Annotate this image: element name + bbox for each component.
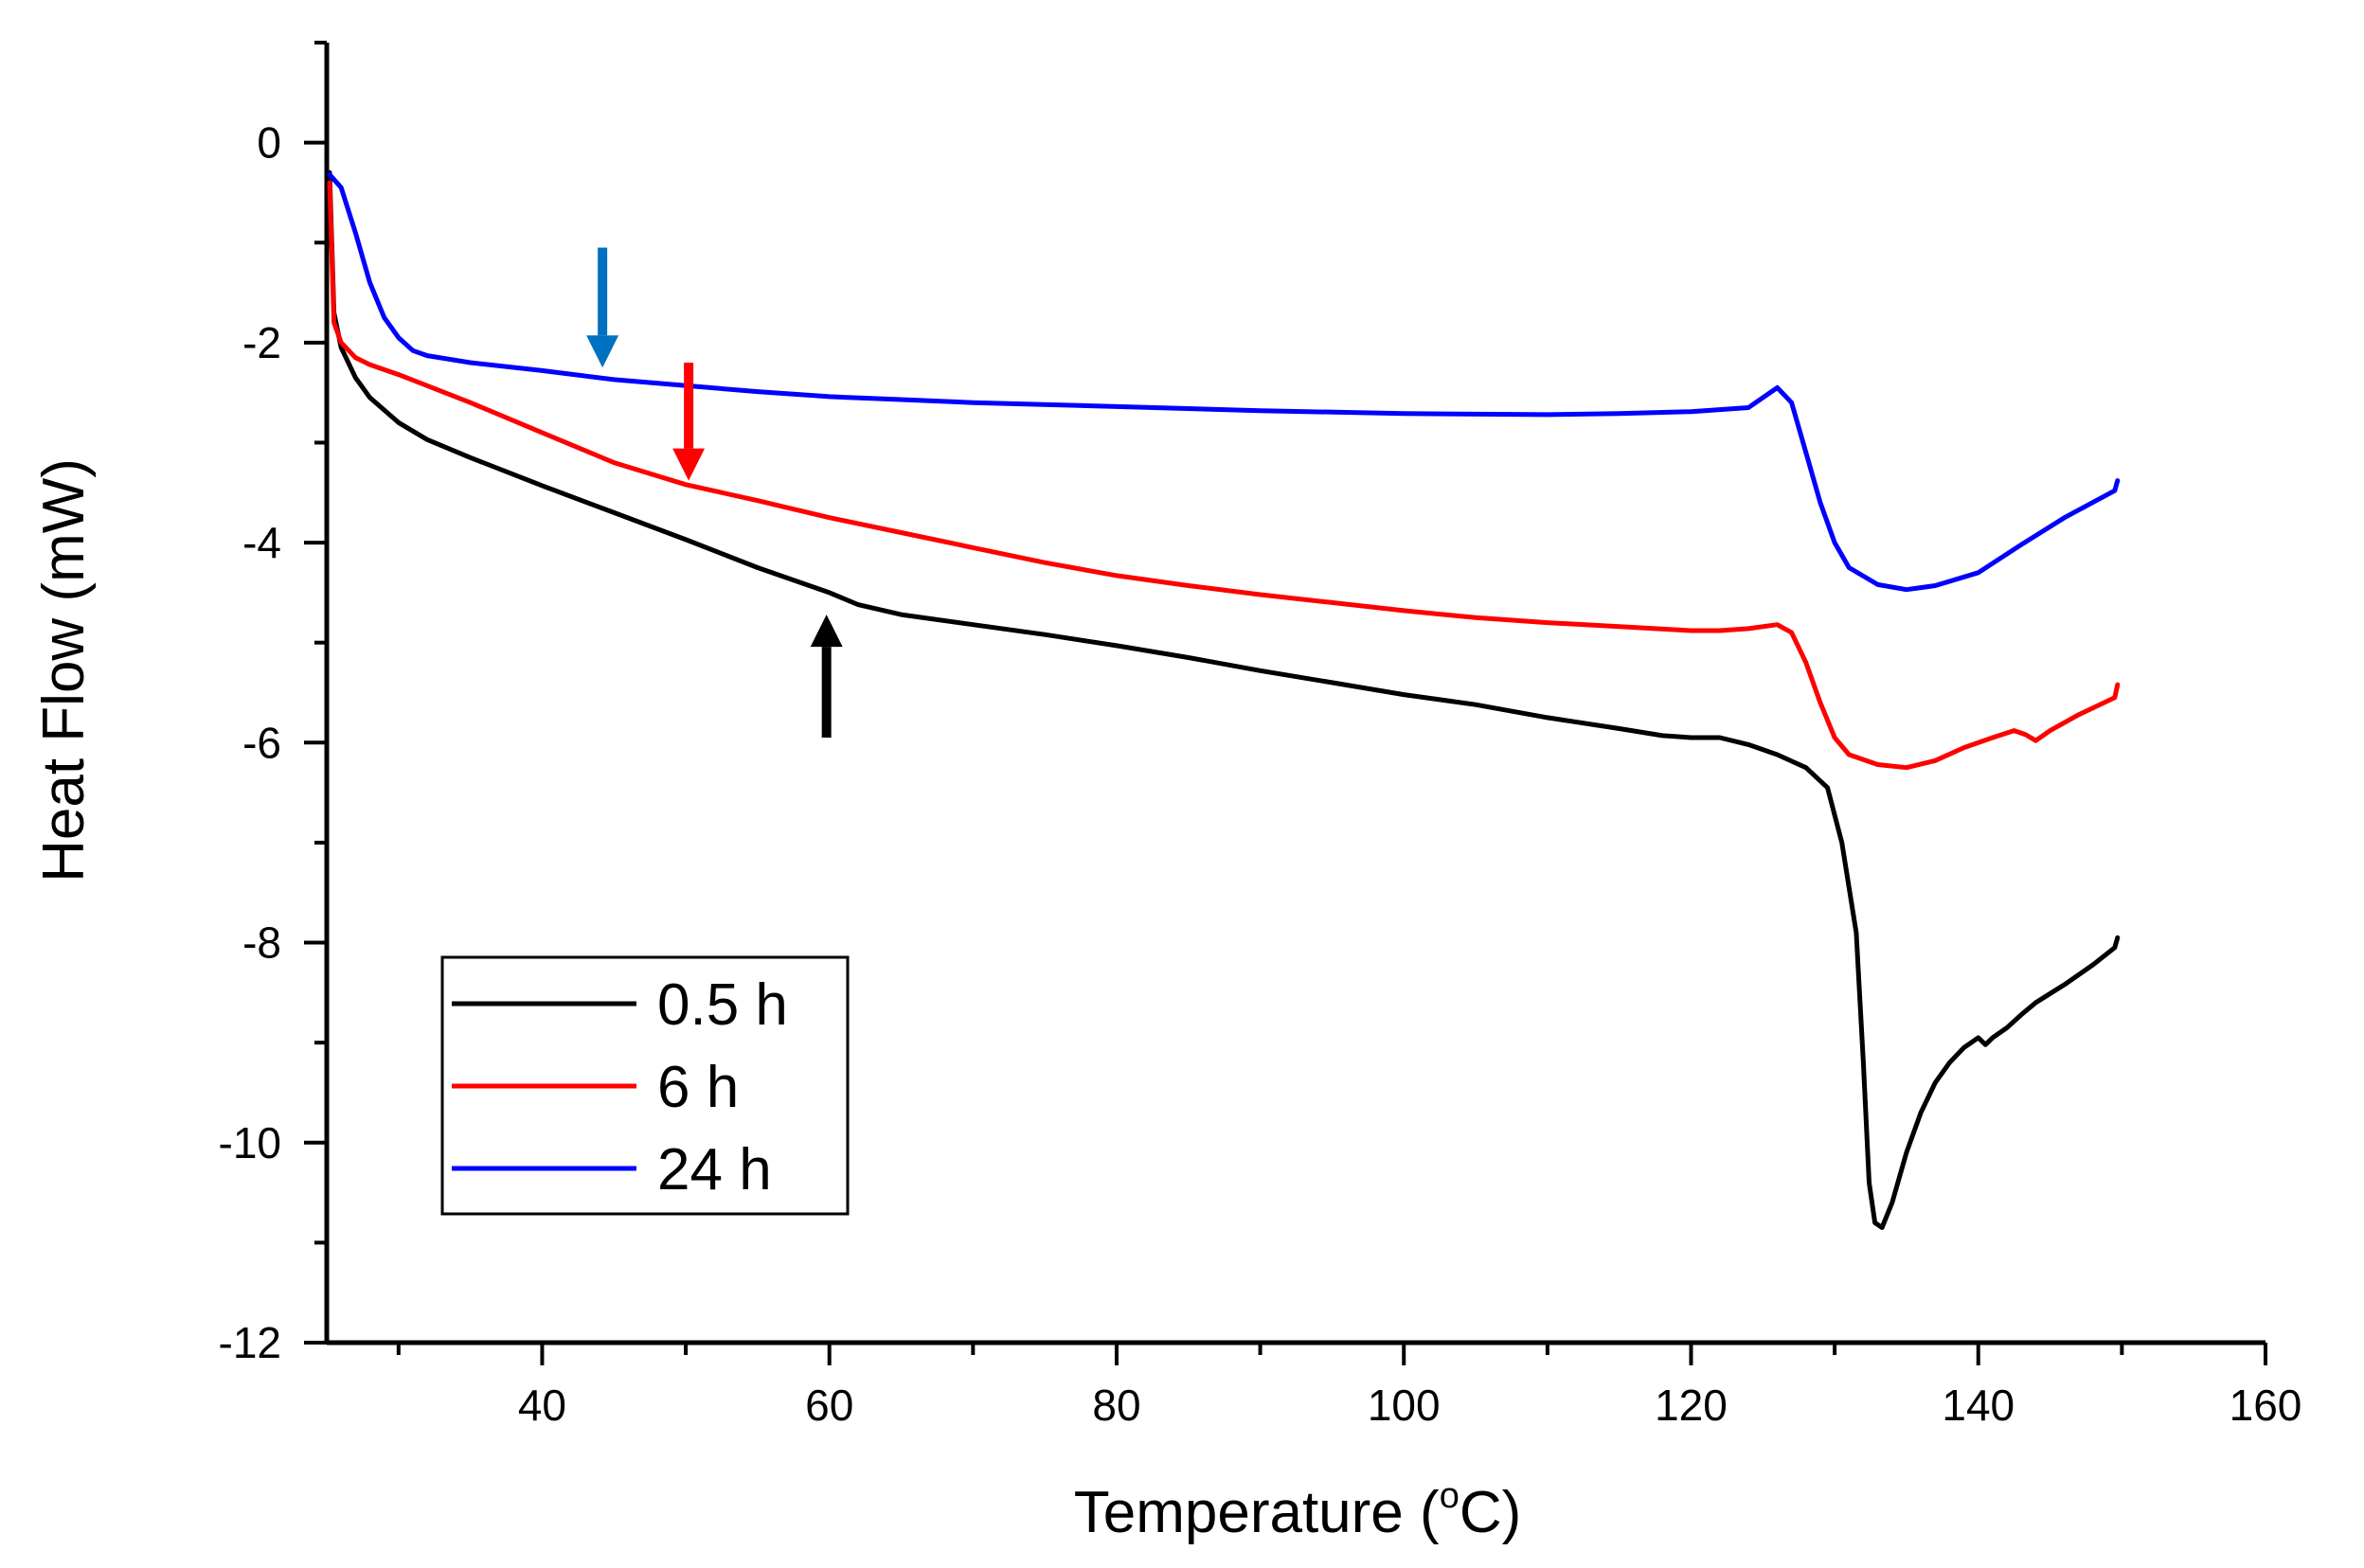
x-tick-label: 80 — [1092, 1381, 1140, 1430]
y-ticks: 0 -2 -4 -6 -8 -10 -12 — [219, 41, 327, 1367]
chart-axes: 40 60 80 100 120 140 160 0 -2 -4 -6 -8 -10 -12 — [219, 41, 2302, 1430]
series-line-6-h — [327, 180, 2121, 771]
x-ticks: 40 60 80 100 120 140 160 — [396, 1343, 2302, 1430]
arrow-head — [810, 615, 843, 648]
arrow-head — [672, 448, 706, 481]
y-tick-label: -8 — [242, 918, 281, 968]
arrow-head — [586, 335, 619, 368]
x-tick-label: 40 — [518, 1381, 566, 1430]
annotation-layer — [586, 247, 843, 739]
arrow-annotation-down — [672, 362, 706, 481]
arrow-annotation-up — [810, 615, 843, 739]
degree-sup: o — [1440, 1476, 1460, 1516]
y-tick-label: -4 — [242, 518, 281, 567]
arrow-annotation-down — [586, 247, 619, 368]
x-tick-label: 100 — [1368, 1381, 1441, 1430]
legend-label: 0.5 h — [657, 972, 788, 1038]
x-tick-label: 60 — [805, 1381, 853, 1430]
series-layer — [327, 169, 2121, 1230]
y-tick-label: -12 — [219, 1318, 281, 1367]
y-tick-label: 0 — [257, 118, 281, 168]
x-tick-label: 120 — [1655, 1381, 1728, 1430]
y-tick-label: -2 — [242, 318, 281, 367]
legend-label: 6 h — [657, 1055, 739, 1120]
series-line-0_5-h — [327, 169, 2121, 1230]
y-tick-label: -10 — [219, 1118, 281, 1167]
legend-label: 24 h — [657, 1137, 772, 1203]
y-tick-label: -6 — [242, 718, 281, 767]
legend: 0.5 h 6 h 24 h — [440, 955, 850, 1216]
x-tick-label: 160 — [2230, 1381, 2302, 1430]
x-tick-label: 140 — [1942, 1381, 2015, 1430]
y-axis-title: Heat Flow (mW) — [31, 458, 97, 882]
x-axis-title: Temperature (oC) — [1074, 1476, 1522, 1545]
series-line-24-h — [327, 171, 2121, 593]
